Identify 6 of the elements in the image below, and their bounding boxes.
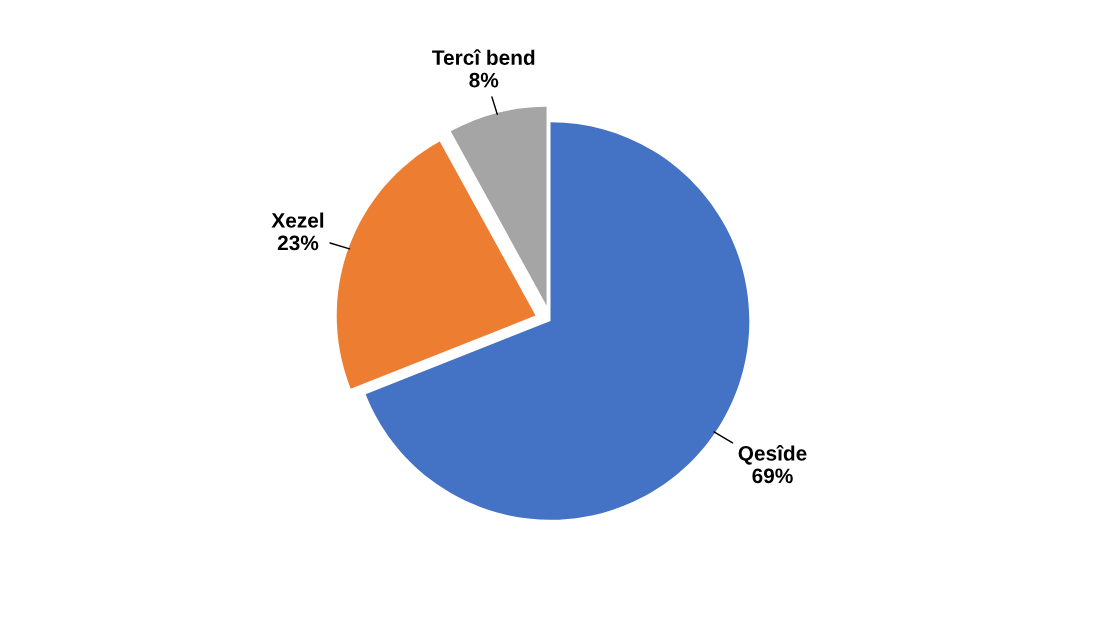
slice-label: Qesîde: [738, 445, 807, 465]
data-label: 69%: [752, 468, 793, 484]
data-label: 23%: [277, 235, 319, 251]
data-label: 8%: [469, 72, 499, 88]
slice-label: Tercî bend: [432, 49, 535, 66]
slice-label: Xezel: [271, 212, 324, 228]
